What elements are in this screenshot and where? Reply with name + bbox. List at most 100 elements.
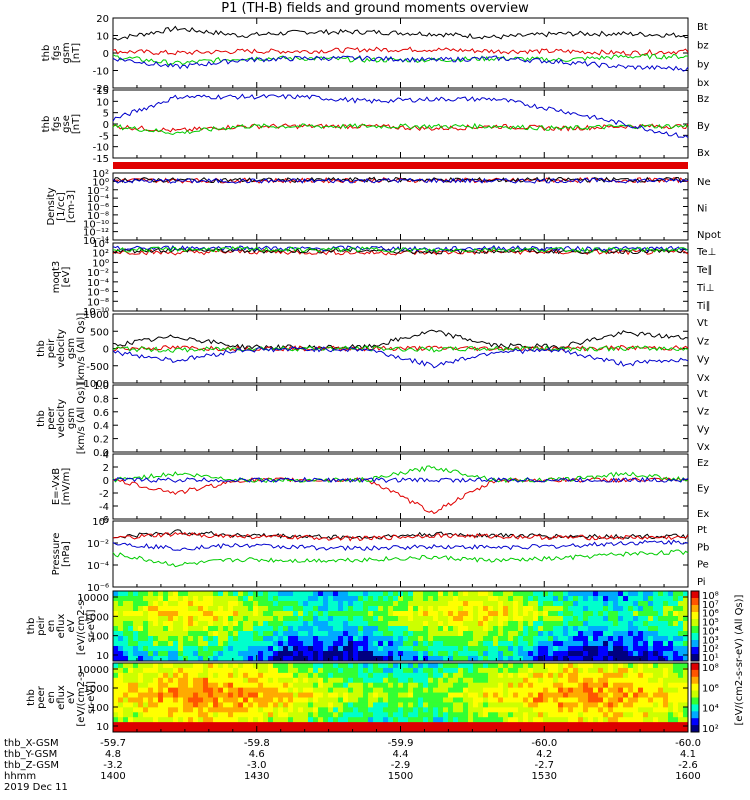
spectrogram-cell: [208, 667, 214, 674]
spectrogram-cell: [173, 606, 179, 612]
spectrogram-cell: [443, 707, 449, 713]
spectrogram-cell: [628, 712, 634, 718]
spectrogram-cell: [658, 656, 664, 662]
spectrogram-cell: [523, 601, 529, 607]
spectrogram-cell: [383, 601, 389, 607]
y-axis-label: peer: [36, 685, 47, 709]
spectrogram-cell: [273, 636, 279, 642]
spectrogram-cell: [668, 651, 674, 657]
spectrogram-cell: [323, 641, 329, 647]
spectrogram-cell: [488, 646, 494, 652]
spectrogram-cell: [393, 651, 399, 657]
spectrogram-cell: [153, 611, 159, 617]
colorbar-segment: [691, 669, 699, 678]
spectrogram-cell: [513, 712, 519, 718]
spectrogram-cell: [563, 611, 569, 617]
spectrogram-cell: [218, 682, 224, 689]
spectrogram-cell: [198, 641, 204, 647]
spectrogram-cell: [423, 641, 429, 647]
spectrogram-cell: [623, 692, 629, 698]
spectrogram-cell: [313, 646, 319, 652]
spectrogram-cell: [443, 641, 449, 647]
spectrogram-cell: [393, 621, 399, 627]
spectrogram-cell: [658, 631, 664, 637]
spectrogram-cell: [133, 672, 139, 679]
spectrogram-cell: [563, 631, 569, 637]
spectrogram-cell: [683, 616, 689, 622]
spectrogram-cell: [658, 677, 664, 684]
spectrogram-cell: [423, 636, 429, 642]
spectrogram-cell: [638, 621, 644, 627]
spectrogram-cell: [213, 631, 219, 637]
spectrogram-cell: [493, 722, 499, 728]
spectrogram-cell: [353, 631, 359, 637]
spectrogram-cell: [268, 697, 274, 703]
spectrogram-cell: [333, 712, 339, 718]
spectrogram-cell: [328, 636, 334, 642]
spectrogram-cell: [628, 727, 634, 733]
spectrogram-cell: [508, 591, 514, 597]
spectrogram-cell: [508, 667, 514, 674]
spectrogram-cell: [333, 672, 339, 679]
spectrogram-cell: [378, 692, 384, 698]
spectrogram-cell: [628, 636, 634, 642]
spectrogram-cell: [173, 672, 179, 679]
spectrogram-cell: [193, 682, 199, 689]
spectrogram-cell: [368, 616, 374, 622]
spectrogram-cell: [253, 626, 259, 632]
x-tick-label: 4.6: [249, 749, 265, 760]
spectrogram-cell: [423, 601, 429, 607]
spectrogram-cell: [333, 601, 339, 607]
spectrogram-cell: [113, 591, 119, 597]
spectrogram-cell: [388, 677, 394, 684]
spectrogram-cell: [393, 663, 399, 669]
spectrogram-cell: [273, 697, 279, 703]
spectrogram-cell: [143, 636, 149, 642]
spectrogram-cell: [403, 606, 409, 612]
spectrogram-cell: [323, 707, 329, 713]
spectrogram-cell: [348, 596, 354, 602]
spectrogram-cell: [198, 626, 204, 632]
spectrogram-cell: [308, 712, 314, 718]
spectrogram-cell: [243, 722, 249, 728]
spectrogram-cell: [598, 636, 604, 642]
spectrogram-cell: [353, 596, 359, 602]
spectrogram-cell: [228, 712, 234, 718]
spectrogram-cell: [643, 702, 649, 708]
spectrogram-cell: [488, 601, 494, 607]
spectrogram-cell: [403, 611, 409, 617]
spectrogram-cell: [358, 611, 364, 617]
spectrogram-cell: [208, 692, 214, 698]
spectrogram-cell: [223, 717, 229, 723]
spectrogram-cell: [263, 656, 269, 662]
spectrogram-cell: [308, 611, 314, 617]
spectrogram-cell: [213, 692, 219, 698]
spectrogram-cell: [258, 663, 264, 669]
spectrogram-cell: [558, 636, 564, 642]
spectrogram-cell: [218, 611, 224, 617]
spectrogram-cell: [548, 707, 554, 713]
spectrogram-cell: [538, 667, 544, 674]
spectrogram-cell: [413, 707, 419, 713]
spectrogram-cell: [493, 626, 499, 632]
spectrogram-cell: [518, 651, 524, 657]
spectrogram-cell: [288, 682, 294, 689]
spectrogram-cell: [183, 646, 189, 652]
spectrogram-cell: [233, 727, 239, 733]
spectrogram-cell: [598, 687, 604, 693]
spectrogram-cell: [673, 677, 679, 684]
spectrogram-cell: [173, 717, 179, 723]
spectrogram-cell: [658, 636, 664, 642]
spectrogram-cell: [483, 727, 489, 733]
spectrogram-cell: [648, 631, 654, 637]
spectrogram-cell: [248, 722, 254, 728]
spectrogram-cell: [303, 687, 309, 693]
spectrogram-cell: [453, 596, 459, 602]
spectrogram-cell: [538, 717, 544, 723]
spectrogram-cell: [433, 717, 439, 723]
spectrogram-cell: [358, 646, 364, 652]
x-tick-label: -59.8: [244, 738, 270, 749]
spectrogram-cell: [248, 697, 254, 703]
spectrogram-cell: [338, 682, 344, 689]
spectrogram-cell: [398, 717, 404, 723]
